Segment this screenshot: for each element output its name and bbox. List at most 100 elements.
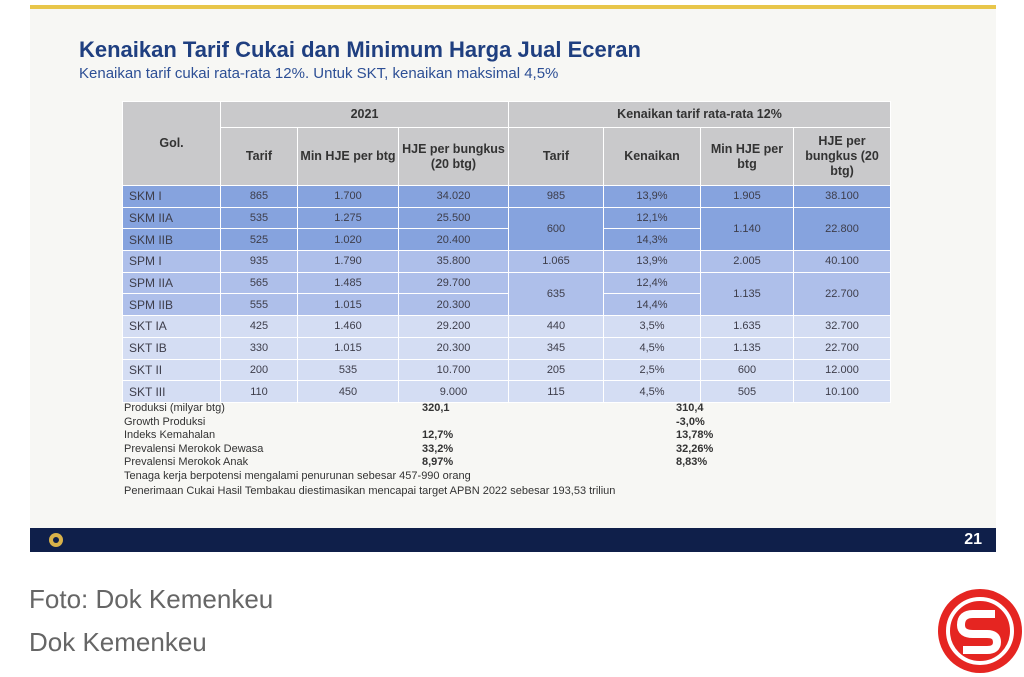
table-cell: 1.015 [297, 293, 399, 317]
footer-bar: 21 [30, 528, 996, 552]
caption: Dok Kemenkeu [29, 627, 207, 657]
table-cell: 3,5% [603, 315, 701, 338]
indicator-2021: 320,1 [422, 402, 450, 414]
table-cell: 12,4% [603, 271, 701, 295]
table-cell: 600 [508, 206, 604, 252]
table-cell: 10.100 [793, 380, 891, 403]
table-cell: 535 [297, 358, 399, 382]
indicator-2021: 33,2% [422, 442, 454, 455]
indicator-2021: 12,7% [422, 429, 454, 441]
table-cell: 10.700 [398, 358, 509, 382]
slide: Kenaikan Tarif Cukai dan Minimum Harga J… [30, 5, 996, 552]
indicator-label: Prevalensi Merokok Dewasa [124, 442, 264, 455]
table-cell: 32.700 [793, 315, 891, 338]
table-cell: 12.000 [793, 358, 891, 382]
table-cell: 1.790 [297, 250, 399, 273]
table-cell: 1.635 [700, 315, 794, 338]
table-cell: 565 [220, 271, 298, 295]
header-row: Tarif Min HJE per btg HJE per bungkus (20 … [123, 127, 891, 186]
row-label: SKT IA [122, 315, 221, 338]
table-cell: 505 [700, 380, 794, 403]
table-cell: 20.400 [398, 228, 509, 252]
caption: Foto: Dok Kemenkeu [29, 584, 274, 614]
table-row: SKT IA 425 1.460 29.200 440 3,5% 1.635 32.700 [122, 315, 891, 338]
note: Tenaga kerja berpotensi mengalami penuru… [124, 469, 471, 482]
indicator-row: Prevalensi Merokok Anak 8,97% 8,83% [124, 456, 824, 470]
column-header: Kenaikan [603, 127, 701, 186]
table-cell: 1.015 [297, 336, 399, 360]
indicator-row: Prevalensi Merokok Dewasa 33,2% 32,26% [124, 443, 824, 457]
table-cell: 205 [508, 358, 604, 382]
table-cell: 20.300 [398, 293, 509, 317]
table-cell: 20.300 [398, 336, 509, 360]
table-cell: 935 [220, 250, 298, 273]
indicator-2022: 8,83% [676, 456, 708, 468]
note: Penerimaan Cukai Hasil Tembakau diestima… [124, 485, 616, 497]
table-cell: 14,4% [603, 293, 701, 317]
table-cell: 14,3% [603, 228, 701, 252]
column-header: HJE per bungkus (20 btg) [398, 127, 509, 186]
table-row: SKM I 865 1.700 34.020 985 13,9% 1.905 38.100 [122, 185, 891, 208]
row-label: SKT IB [122, 336, 221, 360]
table-cell: 29.700 [398, 271, 509, 295]
table-cell: 22.700 [793, 271, 891, 317]
row-label: SKM I [122, 185, 221, 208]
indicator-label: Produksi (milyar btg) [124, 402, 225, 414]
column-header: Min HJE per btg [700, 127, 794, 186]
table-cell: 330 [220, 336, 298, 360]
table-cell: 4,5% [603, 336, 701, 360]
page-number: 21 [964, 531, 982, 548]
emblem [49, 533, 63, 547]
row-label: SPM IIA [122, 271, 221, 295]
table-cell: 1.905 [700, 185, 794, 208]
tariff-table: Gol. 2021 Kenaikan tarif rata-rata 12% Tari… [122, 101, 891, 403]
table-cell: 1.485 [297, 271, 399, 295]
table-cell: 13,9% [603, 185, 701, 208]
header-row: Gol. 2021 Kenaikan tarif rata-rata 12% [122, 101, 891, 186]
table-cell: 9.000 [398, 380, 509, 403]
indicator-2021: 8,97% [422, 456, 454, 468]
table-row: SKT III 110 450 9.000 115 4,5% 505 10.100 [122, 380, 891, 403]
table-cell: 35.800 [398, 250, 509, 273]
table-cell: 1.135 [700, 336, 794, 360]
group-header: Kenaikan tarif rata-rata 12% [508, 101, 891, 128]
row-label: SPM IIB [122, 293, 221, 317]
table-cell: 1.065 [508, 250, 604, 273]
table-row: SKM IIA 535 1.275 25.500 600 12,1% 1.140 22.800 [122, 206, 891, 252]
group-header: 2021 [220, 101, 509, 128]
indicator-2022: 310,4 [676, 402, 704, 414]
table-cell: 345 [508, 336, 604, 360]
table-cell: 555 [220, 293, 298, 317]
table-row: SPM I 935 1.790 35.800 1.065 13,9% 2.005 40.100 [122, 250, 891, 273]
table-cell: 40.100 [793, 250, 891, 273]
table-cell: 1.700 [297, 185, 399, 208]
table-cell: 1.275 [297, 206, 399, 230]
logo [938, 589, 1022, 673]
table-row: SPM IIB 555 1.015 20.300 14,4% [122, 293, 891, 317]
table-cell: 600 [700, 358, 794, 382]
table-row: SPM IIA 565 1.485 29.700 635 12,4% 1.135 22.700 [122, 271, 891, 317]
table-cell: 115 [508, 380, 604, 403]
indicator-label: Prevalensi Merokok Anak [124, 456, 249, 468]
indicator-2022: -3,0% [676, 415, 705, 428]
table-cell: 200 [220, 358, 298, 382]
table-cell: 25.500 [398, 206, 509, 230]
table-cell: 13,9% [603, 250, 701, 273]
table-cell: 450 [297, 380, 399, 403]
table-cell: 22.700 [793, 336, 891, 360]
table-cell: 12,1% [603, 206, 701, 230]
table-cell: 1.020 [297, 228, 399, 252]
column-header: HJE per bungkus (20 btg) [793, 127, 891, 186]
indicators: Produksi (milyar btg) 320,1 310,4 Growth Pr… [124, 402, 824, 499]
column-header: Tarif [220, 127, 298, 186]
table-cell: 985 [508, 185, 604, 208]
table-cell: 1.135 [700, 271, 794, 317]
indicator-label: Growth Produksi [124, 415, 206, 428]
table-cell: 2.005 [700, 250, 794, 273]
indicator-row: Produksi (milyar btg) 320,1 310,4 [124, 402, 824, 416]
column-header: Tarif [508, 127, 604, 186]
table-cell: 535 [220, 206, 298, 230]
table-row: SKT IB 330 1.015 20.300 345 4,5% 1.135 22.700 [122, 336, 891, 360]
table-row: SKM IIB 525 1.020 20.400 14,3% [122, 228, 891, 252]
table-cell: 4,5% [603, 380, 701, 403]
